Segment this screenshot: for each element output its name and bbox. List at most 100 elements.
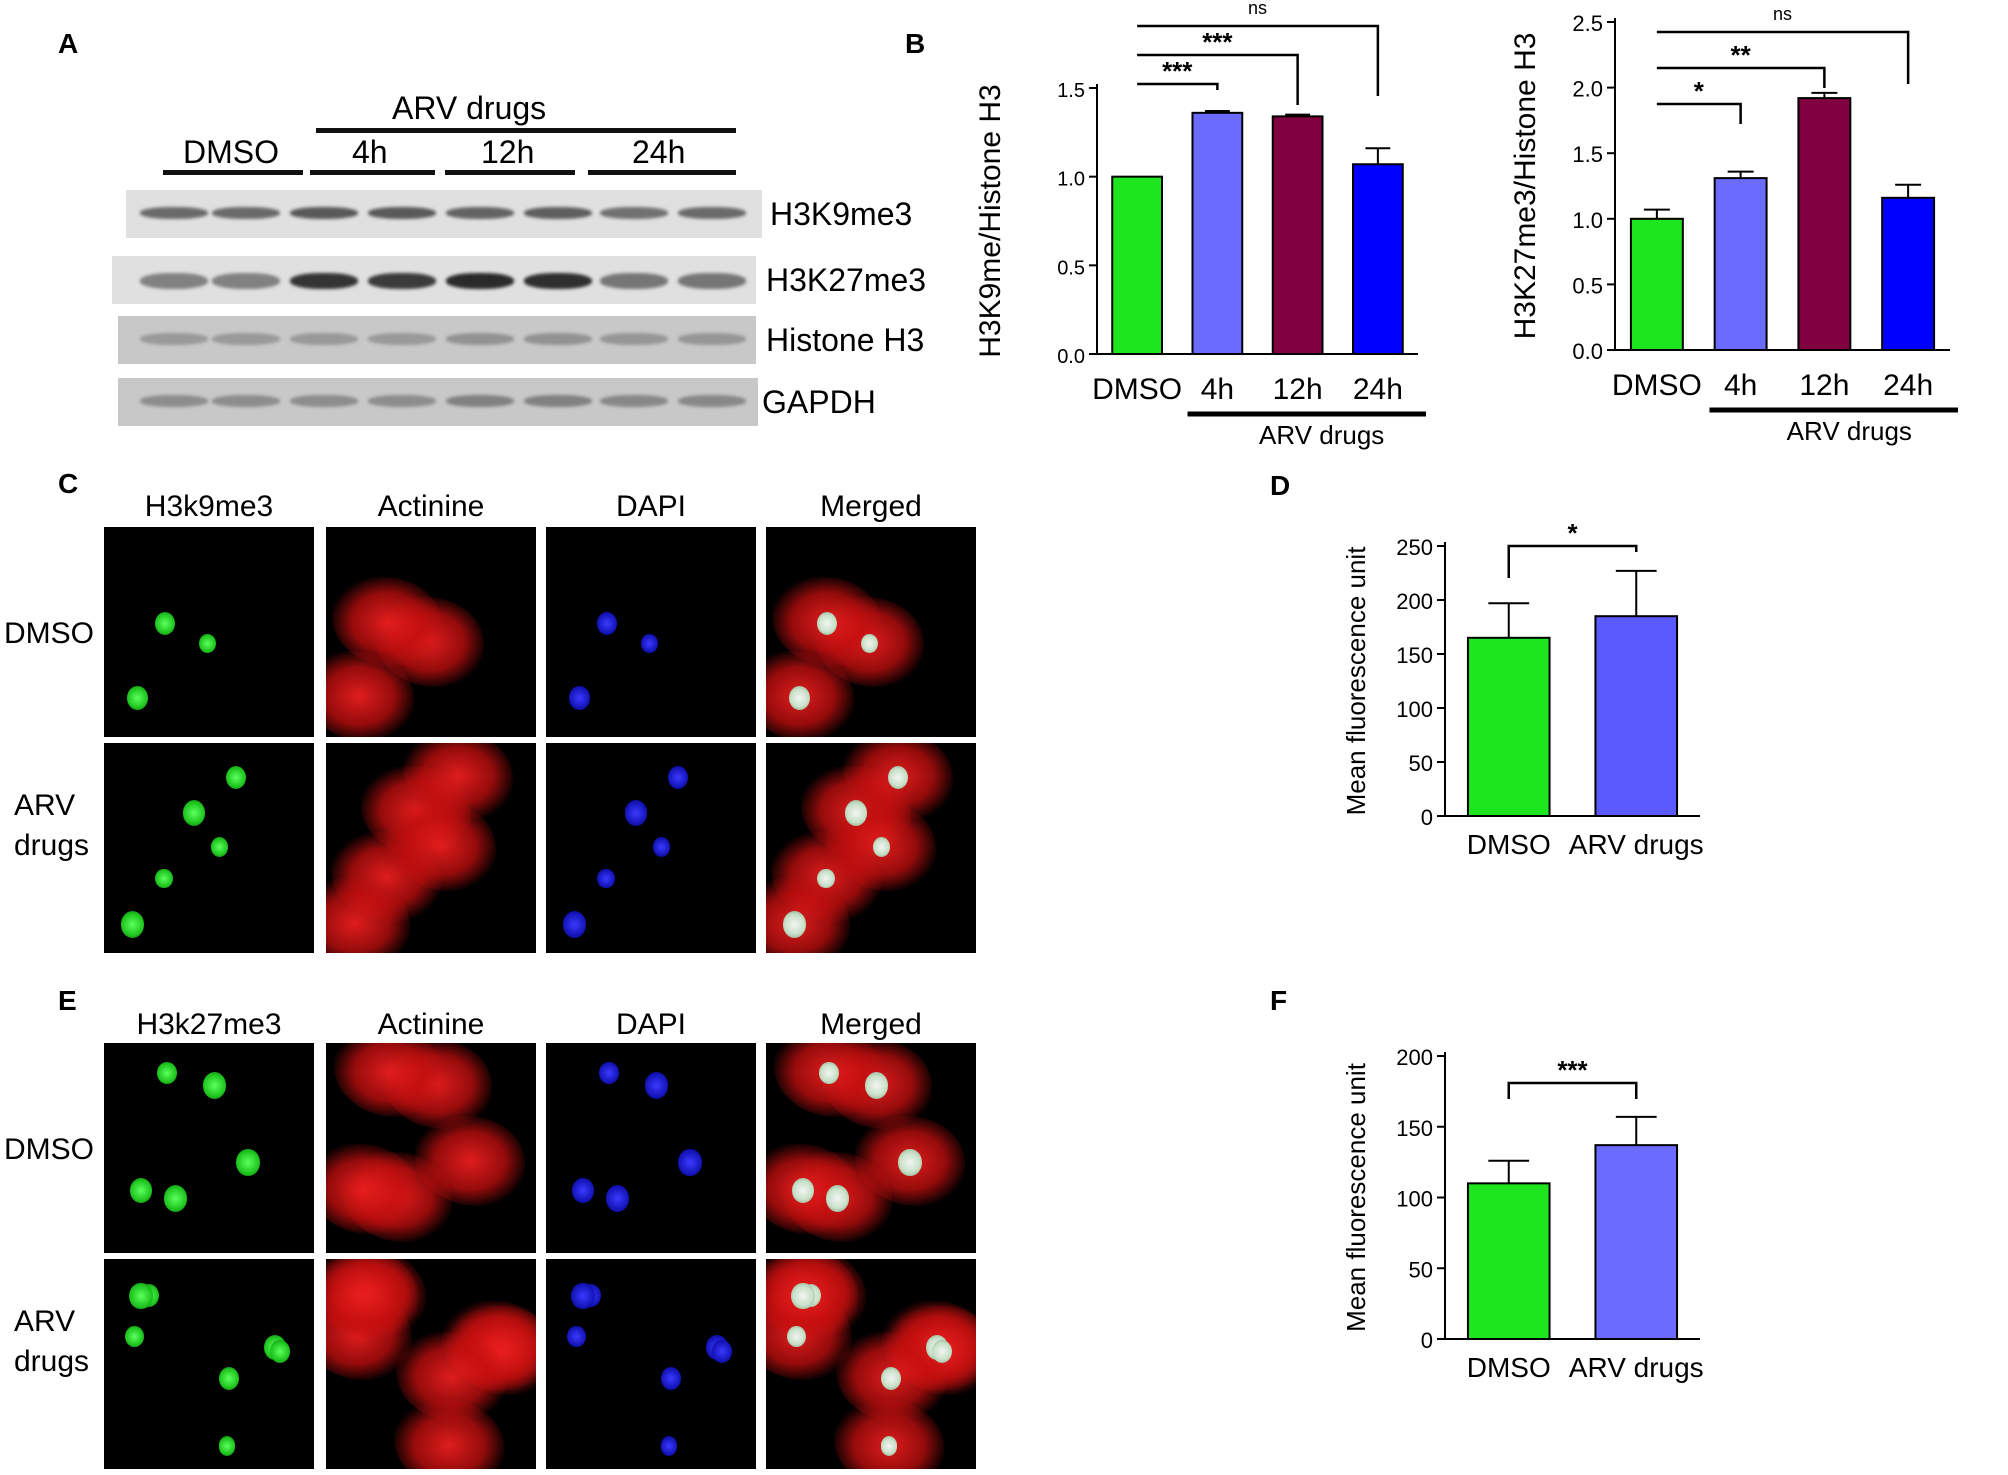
category-label: 24h bbox=[1883, 369, 1933, 402]
blot-band bbox=[600, 273, 668, 289]
micrograph bbox=[546, 743, 756, 953]
significance-label: ** bbox=[1731, 40, 1752, 70]
lane-label-4h: 4h bbox=[352, 134, 388, 170]
nucleus bbox=[182, 800, 205, 826]
blot-band bbox=[524, 333, 592, 345]
micrograph bbox=[104, 1259, 314, 1469]
significance-bracket bbox=[1137, 82, 1219, 90]
category-label: 12h bbox=[1799, 369, 1849, 402]
bar bbox=[1797, 97, 1852, 352]
blot-label-h3k27me3: H3K27me3 bbox=[766, 262, 927, 298]
nucleus bbox=[645, 1071, 669, 1099]
nucleus bbox=[865, 1071, 889, 1099]
bar bbox=[1466, 636, 1551, 817]
y-tick-label: 2.5 bbox=[1572, 11, 1603, 36]
nucleus bbox=[652, 837, 670, 858]
nucleus bbox=[605, 1185, 629, 1212]
y-tick-label: 0.0 bbox=[1572, 339, 1603, 364]
category-label: 24h bbox=[1353, 373, 1403, 406]
row-label: drugs bbox=[14, 829, 90, 862]
category-label: DMSO bbox=[1467, 1352, 1551, 1383]
12h-underline bbox=[445, 170, 575, 175]
chart-mean-fluorescence-h3k27me3: 0 50 100 150 200 DMSO ARV drugs Mean fluorescen… bbox=[1341, 1045, 1704, 1383]
nucleus bbox=[667, 766, 688, 789]
nucleus bbox=[825, 1185, 849, 1212]
y-tick-label: 150 bbox=[1396, 1116, 1433, 1141]
group-label: ARV drugs bbox=[1259, 420, 1384, 450]
significance-label: *** bbox=[1557, 1055, 1588, 1085]
chart-h3k9me3-ratio: 0.0 0.5 1.0 1.5 DMSO 4h 12h 24h H3K9me/Histone H… bbox=[974, 0, 1426, 450]
nucleus bbox=[155, 612, 176, 636]
row-label: ARV bbox=[14, 789, 76, 822]
row-label: drugs bbox=[14, 1345, 90, 1378]
nucleus bbox=[932, 1339, 953, 1363]
bar bbox=[1881, 196, 1936, 351]
nucleus bbox=[218, 1436, 236, 1456]
nucleus bbox=[236, 1149, 260, 1176]
blot-band bbox=[446, 333, 514, 345]
nucleus bbox=[881, 1367, 902, 1391]
panel-label-e: E bbox=[58, 985, 77, 1016]
nucleus bbox=[819, 1062, 839, 1085]
micrograph bbox=[546, 1259, 756, 1469]
significance-bracket bbox=[1507, 544, 1638, 578]
nucleus bbox=[120, 910, 145, 939]
significance-label: *** bbox=[1162, 56, 1193, 86]
nucleus bbox=[624, 800, 647, 826]
nucleus bbox=[599, 1062, 619, 1085]
nucleus bbox=[597, 612, 618, 636]
column-label: DAPI bbox=[615, 490, 687, 523]
micrograph bbox=[104, 1043, 314, 1253]
blot-band bbox=[290, 395, 358, 407]
arv-drugs-header: ARV drugs bbox=[392, 90, 547, 126]
significance-bracket bbox=[1507, 1081, 1638, 1099]
nucleus bbox=[661, 1367, 682, 1391]
blot-band bbox=[140, 333, 208, 345]
panel-label-c: C bbox=[58, 468, 79, 499]
bar bbox=[1594, 615, 1679, 817]
micrograph bbox=[546, 1043, 756, 1253]
micrograph bbox=[766, 1259, 976, 1469]
category-label: ARV drugs bbox=[1569, 1352, 1704, 1383]
y-tick-label: 0 bbox=[1421, 805, 1433, 830]
blot-band bbox=[212, 333, 280, 345]
blot-label-histone-h3: Histone H3 bbox=[766, 322, 925, 358]
blot-band bbox=[368, 333, 436, 345]
nucleus bbox=[270, 1339, 291, 1363]
blot-band bbox=[212, 273, 280, 289]
micrograph bbox=[104, 743, 314, 953]
blot-band bbox=[446, 273, 514, 289]
blot-band bbox=[600, 207, 668, 219]
group-label: ARV drugs bbox=[1787, 416, 1912, 446]
y-tick-label: 50 bbox=[1409, 1257, 1433, 1282]
nucleus bbox=[817, 868, 835, 889]
bar bbox=[1713, 177, 1768, 351]
micrograph bbox=[766, 743, 976, 953]
column-label: DAPI bbox=[615, 1008, 687, 1041]
y-tick-label: 50 bbox=[1409, 751, 1433, 776]
y-tick-label: 2.0 bbox=[1572, 77, 1603, 102]
nucleus bbox=[860, 633, 878, 654]
cell-cytoplasm bbox=[326, 1259, 419, 1340]
bar bbox=[1351, 163, 1404, 355]
y-tick-label: 0.5 bbox=[1572, 273, 1603, 298]
lane-label-dmso: DMSO bbox=[183, 134, 279, 170]
nucleus bbox=[163, 1185, 187, 1212]
y-tick-label: 1.0 bbox=[1057, 169, 1085, 191]
panel-label-b: B bbox=[905, 28, 926, 59]
column-label: Merged bbox=[820, 1008, 922, 1041]
micrograph bbox=[326, 1043, 536, 1253]
blot-label-gapdh: GAPDH bbox=[762, 384, 876, 420]
micrograph bbox=[104, 527, 314, 737]
nucleus bbox=[660, 1436, 678, 1456]
blot-band bbox=[368, 273, 436, 289]
blot-band bbox=[290, 207, 358, 219]
column-label: H3k27me3 bbox=[136, 1008, 282, 1041]
nucleus bbox=[792, 1178, 814, 1203]
panel-label-f: F bbox=[1270, 985, 1288, 1016]
blot-band bbox=[368, 395, 436, 407]
y-axis-label: H3K9me/Histone H3 bbox=[974, 84, 1007, 357]
nucleus bbox=[126, 686, 148, 710]
significance-label: ns bbox=[1248, 0, 1267, 18]
